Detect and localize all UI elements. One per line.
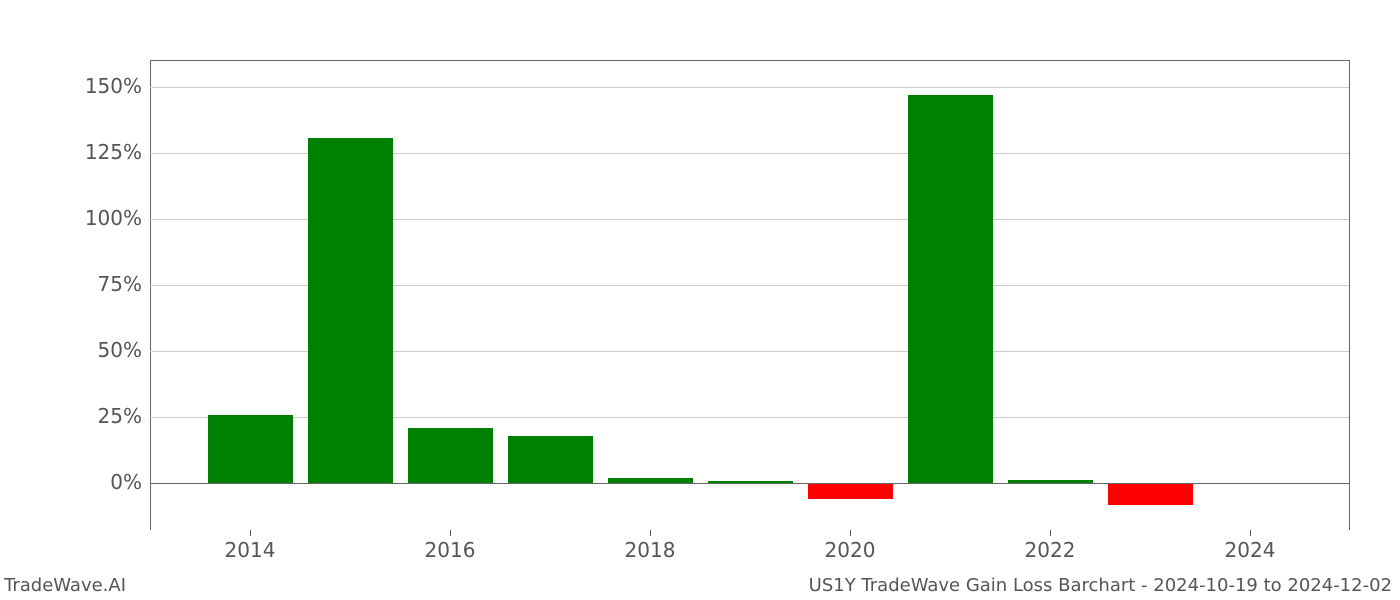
- x-tick-marks: [150, 530, 1350, 538]
- zero-line: [150, 483, 1349, 484]
- gridline: [150, 87, 1349, 88]
- y-tick-label: 0%: [110, 470, 142, 494]
- bar-2015: [308, 138, 393, 484]
- x-tick-mark: [1250, 530, 1251, 536]
- plot-area: [150, 60, 1350, 530]
- x-tick-label: 2014: [225, 538, 276, 562]
- bar-2023: [1108, 483, 1193, 504]
- footer-right: US1Y TradeWave Gain Loss Barchart - 2024…: [809, 575, 1392, 596]
- y-tick-label: 25%: [98, 404, 142, 428]
- x-tick-mark: [850, 530, 851, 536]
- y-tick-label: 100%: [85, 206, 142, 230]
- y-tick-label: 50%: [98, 338, 142, 362]
- x-tick-label: 2018: [625, 538, 676, 562]
- x-tick-mark: [650, 530, 651, 536]
- x-tick-label: 2016: [425, 538, 476, 562]
- bar-2014: [208, 415, 293, 484]
- y-tick-label: 125%: [85, 140, 142, 164]
- x-tick-mark: [450, 530, 451, 536]
- x-tick-label: 2022: [1025, 538, 1076, 562]
- x-tick-mark: [250, 530, 251, 536]
- bar-2020: [808, 483, 893, 499]
- footer-left: TradeWave.AI: [4, 575, 126, 596]
- bar-2017: [508, 436, 593, 484]
- y-tick-label: 75%: [98, 272, 142, 296]
- y-tick-label: 150%: [85, 74, 142, 98]
- bar-2016: [408, 428, 493, 483]
- x-tick-label: 2024: [1225, 538, 1276, 562]
- x-tick-label: 2020: [825, 538, 876, 562]
- bar-2021: [908, 95, 993, 483]
- x-tick-mark: [1050, 530, 1051, 536]
